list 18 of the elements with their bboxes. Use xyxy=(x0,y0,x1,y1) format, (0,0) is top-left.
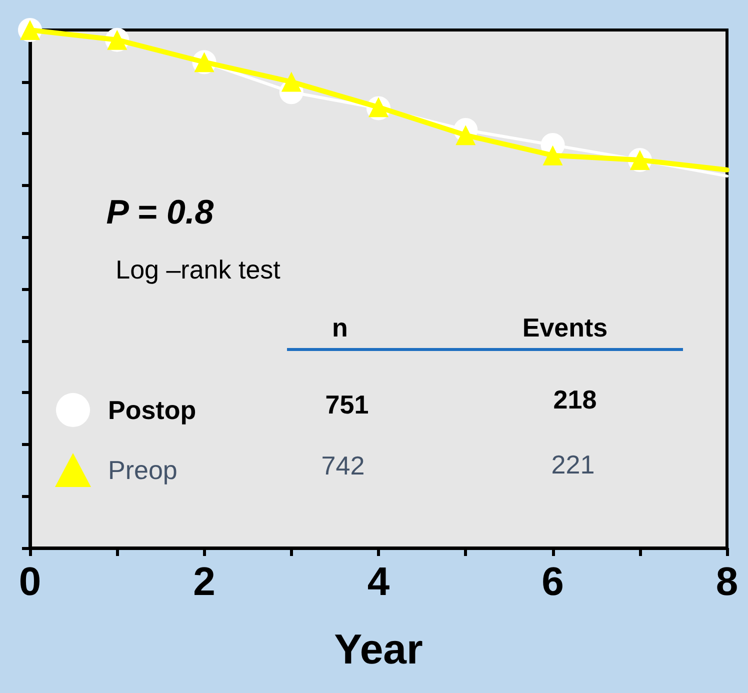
x-tick-label: 8 xyxy=(716,560,738,604)
point xyxy=(281,72,302,92)
x-tick-label: 2 xyxy=(193,560,216,604)
annotation: P = 0.8 xyxy=(106,194,214,232)
x-tick-label: 4 xyxy=(367,560,390,604)
x-tick-label: 0 xyxy=(18,560,42,604)
x-axis-title: Year xyxy=(334,626,423,672)
annotation: 218 xyxy=(553,384,597,416)
point xyxy=(542,145,563,166)
annotation: 742 xyxy=(321,450,365,482)
annotation: 751 xyxy=(325,390,369,420)
annotation: Log –rank test xyxy=(116,254,280,286)
legend-label: Postop xyxy=(108,395,196,425)
annotation: n xyxy=(332,312,348,344)
annotation: 221 xyxy=(551,450,595,480)
x-tick-label: 6 xyxy=(542,560,564,604)
legend-label: Preop xyxy=(108,455,178,485)
annotation: Events xyxy=(522,312,608,344)
